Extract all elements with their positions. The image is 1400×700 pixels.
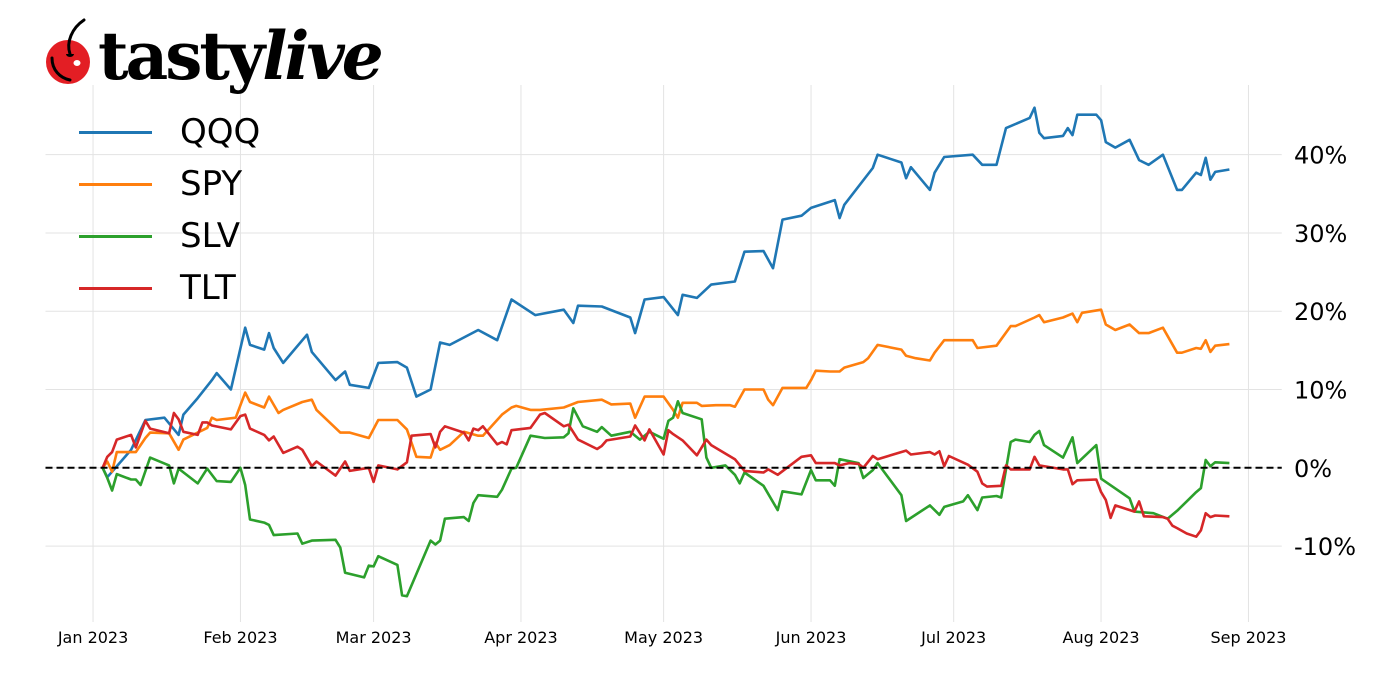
logo-text-tasty: tasty (98, 17, 265, 95)
legend-item-qqq: QQQ (79, 106, 260, 158)
x-tick-label: Aug 2023 (1063, 628, 1140, 647)
series-line-slv (101, 400, 1230, 598)
y-tick-label: 10% (1294, 377, 1347, 405)
x-tick-label: Feb 2023 (203, 628, 277, 647)
legend-label: QQQ (180, 112, 261, 152)
logo-text-live: live (262, 17, 383, 95)
x-tick-label: Mar 2023 (336, 628, 412, 647)
logo-wordmark: tastylive (98, 16, 384, 96)
legend-item-slv: SLV (79, 210, 260, 262)
y-tick-label: 30% (1294, 220, 1347, 248)
x-tick-label: Sep 2023 (1210, 628, 1286, 647)
legend-label: SPY (180, 164, 243, 204)
legend-label: TLT (180, 268, 236, 308)
cherry-icon (46, 18, 90, 84)
y-tick-label: 20% (1294, 298, 1347, 326)
legend-item-spy: SPY (79, 158, 260, 210)
y-axis-ticks: -10% 0% 10% 20% 30% 40% (1294, 142, 1356, 561)
y-tick-label: 0% (1294, 455, 1332, 483)
tastylive-logo: tastylive (44, 14, 444, 104)
series-line-tlt (101, 411, 1230, 538)
legend-swatch-slv (79, 234, 152, 238)
legend-swatch-spy (79, 182, 152, 186)
y-tick-label: 40% (1294, 142, 1347, 170)
x-tick-label: Apr 2023 (484, 628, 557, 647)
x-tick-label: May 2023 (624, 628, 703, 647)
y-tick-label: -10% (1294, 533, 1356, 561)
legend-swatch-tlt (79, 286, 152, 290)
x-tick-label: Jan 2023 (57, 628, 128, 647)
legend-item-tlt: TLT (79, 262, 260, 314)
series-lines (45, 106, 1282, 598)
legend-swatch-qqq (79, 130, 152, 134)
x-tick-label: Jun 2023 (775, 628, 847, 647)
series-line-qqq (101, 106, 1230, 479)
grid (45, 85, 1282, 622)
x-axis-ticks: Jan 2023 Feb 2023 Mar 2023 Apr 2023 May 2023… (57, 628, 1287, 647)
legend-label: SLV (180, 216, 241, 256)
x-tick-label: Jul 2023 (920, 628, 986, 647)
legend: QQQ SPY SLV TLT (79, 106, 260, 314)
